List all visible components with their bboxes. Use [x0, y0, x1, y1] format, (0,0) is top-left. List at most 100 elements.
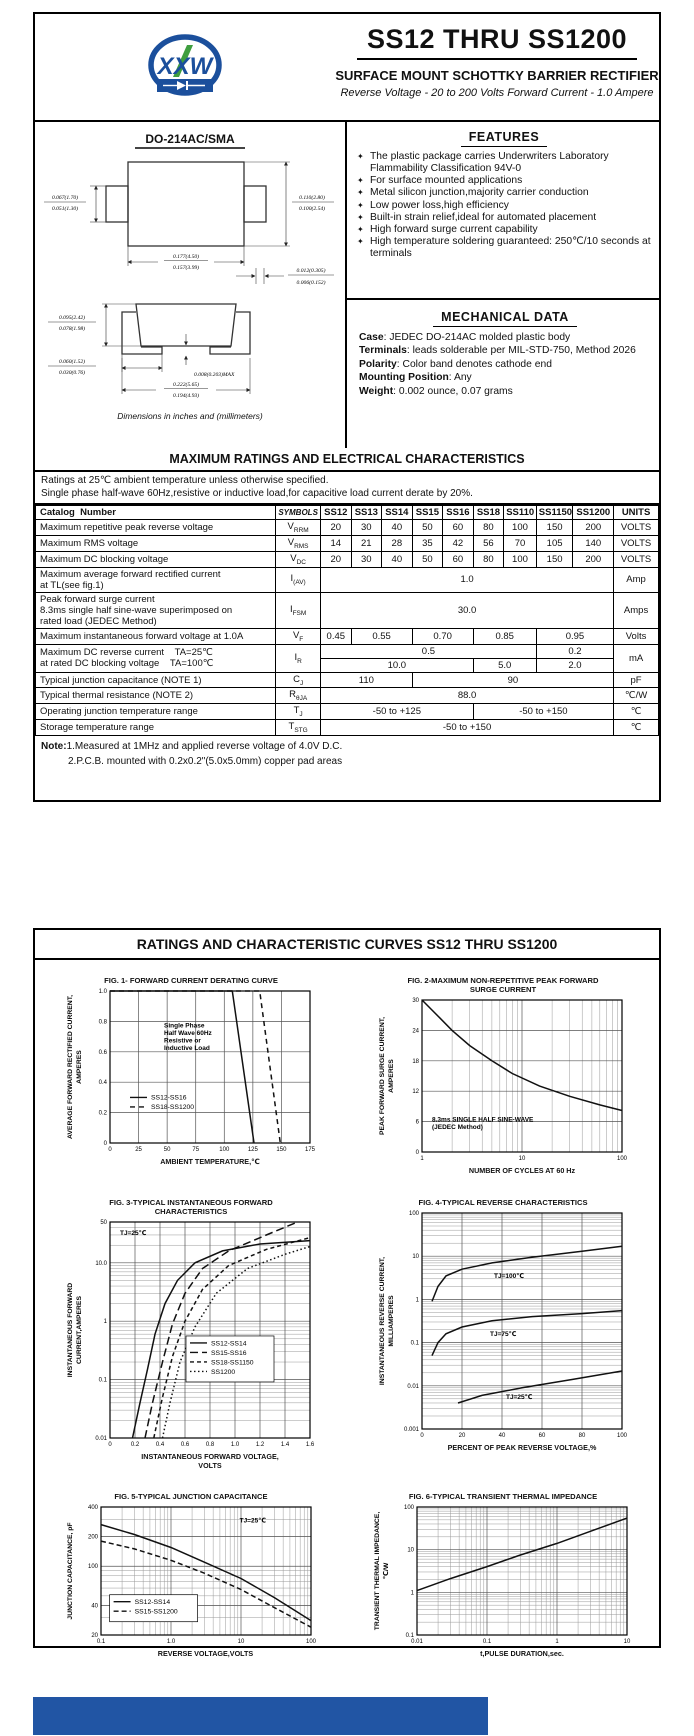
mechanical-text: : Any: [448, 372, 472, 384]
dim-overall-width-bot: 0.194(4.93): [173, 392, 199, 399]
features-title: FEATURES: [460, 130, 548, 147]
table-row: Maximum average forward rectified curren…: [34, 566, 659, 593]
row-unit: ℃/W: [613, 687, 659, 705]
footer-bar: [33, 1697, 488, 1735]
fig4-xlabel: PERCENT OF PEAK REVERSE VOLTAGE,%: [447, 1442, 597, 1452]
characteristic-curves-grid: FIG. 1- FORWARD CURRENT DERATING CURVE 0 2…: [35, 960, 659, 1659]
bullet-icon: ✦: [357, 200, 364, 210]
mechanical-label: Weight: [359, 385, 394, 397]
dim-side-height-top: 0.095(2.42): [59, 314, 85, 321]
feature-item: ✦ Low power loss,high efficiency: [357, 200, 651, 212]
dim-lead-width-top: 0.067(1.70): [52, 194, 78, 201]
fig3-series-SS15-SS16: [144, 1221, 298, 1439]
row-parameter: Maximum instantaneous forward voltage at…: [34, 627, 277, 645]
svg-text:10: 10: [624, 1639, 631, 1645]
feature-item: ✦ Built-in strain relief,ideal for automa…: [357, 212, 651, 224]
row-value: 50: [411, 519, 444, 536]
feature-text: High temperature soldering guaranteed: 2…: [370, 235, 651, 260]
dim-foot-length-top: 0.060(1.52): [59, 358, 85, 365]
svg-text:175: 175: [305, 1147, 316, 1153]
row-unit: Amp: [613, 566, 659, 593]
svg-text:1: 1: [416, 1297, 420, 1303]
features-mechanical-column: FEATURES ✦ The plastic package carries Un…: [347, 122, 659, 448]
svg-text:0.6: 0.6: [99, 1050, 108, 1056]
svg-text:1.0: 1.0: [99, 989, 108, 995]
svg-text:0.01: 0.01: [95, 1436, 107, 1442]
svg-text:100: 100: [305, 1639, 316, 1645]
package-and-features: DO-214AC/SMA 0.067(1.70) 0.051(1.30): [35, 122, 659, 448]
col-header-units: UNITS: [613, 505, 659, 520]
dim-body-width-bot: 0.157(3.99): [173, 264, 199, 271]
table-row: Maximum repetitive peak reverse voltage V…: [34, 519, 659, 536]
svg-text:0.1: 0.1: [406, 1633, 415, 1639]
dim-foot-length-bot: 0.030(0.76): [59, 369, 85, 376]
svg-text:75: 75: [192, 1147, 199, 1153]
svg-text:0: 0: [416, 1150, 420, 1156]
svg-text:400: 400: [87, 1505, 98, 1511]
row-value: 2.0: [535, 657, 615, 673]
note-line: 2.P.C.B. mounted with 0.2x0.2"(5.0x5.0mm…: [41, 755, 653, 770]
row-unit: pF: [613, 671, 659, 689]
svg-text:150: 150: [276, 1147, 287, 1153]
svg-text:JUNCTION CAPACITANCE, pF: JUNCTION CAPACITANCE, pF: [67, 1523, 74, 1620]
part-number-title: SS12 THRU SS1200: [366, 24, 628, 54]
fig1-series-SS18-SS1200: [110, 990, 282, 1144]
row-symbol: TSTG: [275, 719, 322, 737]
row-parameter: Maximum DC blocking voltage: [34, 550, 277, 568]
package-outline-section: DO-214AC/SMA 0.067(1.70) 0.051(1.30): [35, 122, 347, 448]
row-value: -50 to +150: [472, 703, 615, 721]
row-symbol: IR: [275, 643, 322, 673]
features-section: FEATURES ✦ The plastic package carries Un…: [347, 122, 659, 300]
fig3-title: FIG. 3-TYPICAL INSTANTANEOUS FORWARD CHAR…: [109, 1197, 273, 1216]
svg-text:0.01: 0.01: [411, 1639, 423, 1645]
row-symbol: CJ: [275, 671, 322, 689]
svg-text:50: 50: [100, 1220, 107, 1226]
ratings-notes: Note:1.Measured at 1MHz and applied reve…: [35, 736, 659, 773]
col-header-part-SS1150: SS1150: [535, 505, 574, 520]
col-header-part-SS14: SS14: [381, 505, 413, 520]
svg-text:SS12-SS14: SS12-SS14: [134, 1599, 170, 1606]
company-logo: XXW: [35, 14, 335, 120]
datasheet-page-2: RATINGS AND CHARACTERISTIC CURVES SS12 T…: [33, 928, 661, 1658]
row-value: 10.0: [320, 657, 474, 673]
svg-text:PEAK FORWARD SURGE CURRENT,: PEAK FORWARD SURGE CURRENT,: [379, 1017, 386, 1135]
ratings-conditions: Ratings at 25℃ ambient temperature unles…: [35, 472, 659, 505]
fig6: FIG. 6-TYPICAL TRANSIENT THERMAL IMPEDAN…: [371, 1492, 635, 1659]
col-header-symbols: SYMBOLS: [275, 505, 322, 520]
svg-text:0.1: 0.1: [96, 1639, 105, 1645]
svg-text:INSTANTANEOUS REVERSE CURRENT,: INSTANTANEOUS REVERSE CURRENT,: [379, 1257, 386, 1385]
fig3-xlabel: INSTANTANEOUS FORWARD VOLTAGE, VOLTS: [141, 1452, 279, 1470]
table-row: Typical junction capacitance (NOTE 1) CJ 1…: [34, 671, 659, 689]
feature-item: ✦ Metal silicon junction,majority carrier…: [357, 187, 651, 199]
svg-text:20: 20: [459, 1433, 466, 1439]
svg-text:0.6: 0.6: [181, 1442, 190, 1448]
dimensions-caption: Dimensions in inches and (millimeters): [117, 411, 263, 421]
svg-text:0.4: 0.4: [99, 1080, 108, 1086]
svg-text:0.2: 0.2: [131, 1442, 140, 1448]
diode-symbol-icon: [177, 81, 186, 90]
row-parameter: Typical junction capacitance (NOTE 1): [34, 671, 277, 689]
fig1-canvas: 0 25 50 75 100 125 150 175 0 0.2 0.4 0.6 0.8 1.0 AVERA…: [67, 989, 316, 1153]
row-value: 140: [572, 534, 615, 552]
row-value: 100: [503, 519, 537, 536]
svg-text:TRANSIENT THERMAL IMPEDANCE,: TRANSIENT THERMAL IMPEDANCE,: [374, 1512, 381, 1631]
fig1-series-SS12-SS16: [110, 990, 255, 1144]
svg-text:10: 10: [237, 1639, 244, 1645]
mechanical-label: Mounting Position: [359, 372, 449, 384]
tagline: Reverse Voltage - 20 to 200 Volts Forwar…: [340, 87, 654, 99]
row-symbol: TJ: [275, 703, 322, 721]
mechanical-line: Terminals: leads solderable per MIL-STD-…: [359, 344, 651, 357]
svg-text:6: 6: [416, 1120, 420, 1126]
logo-green-accent: [173, 45, 193, 77]
dim-body-height-bot: 0.100(2.54): [299, 205, 325, 212]
row-value: 0.85: [472, 627, 537, 645]
datasheet-page-1: XXW SS12 THRU SS1200 SURFACE MOUNT SCHOT…: [33, 12, 661, 802]
mechanical-text: : leads solderable per MIL-STD-750, Meth…: [406, 345, 636, 357]
svg-text:SS18-SS1150: SS18-SS1150: [211, 1359, 254, 1366]
row-unit: mA: [613, 643, 659, 673]
row-parameter: Maximum repetitive peak reverse voltage: [34, 519, 277, 536]
logo-text: XXW: [156, 53, 215, 80]
row-symbol: VDC: [275, 550, 322, 568]
row-value: 1.0: [320, 566, 615, 593]
